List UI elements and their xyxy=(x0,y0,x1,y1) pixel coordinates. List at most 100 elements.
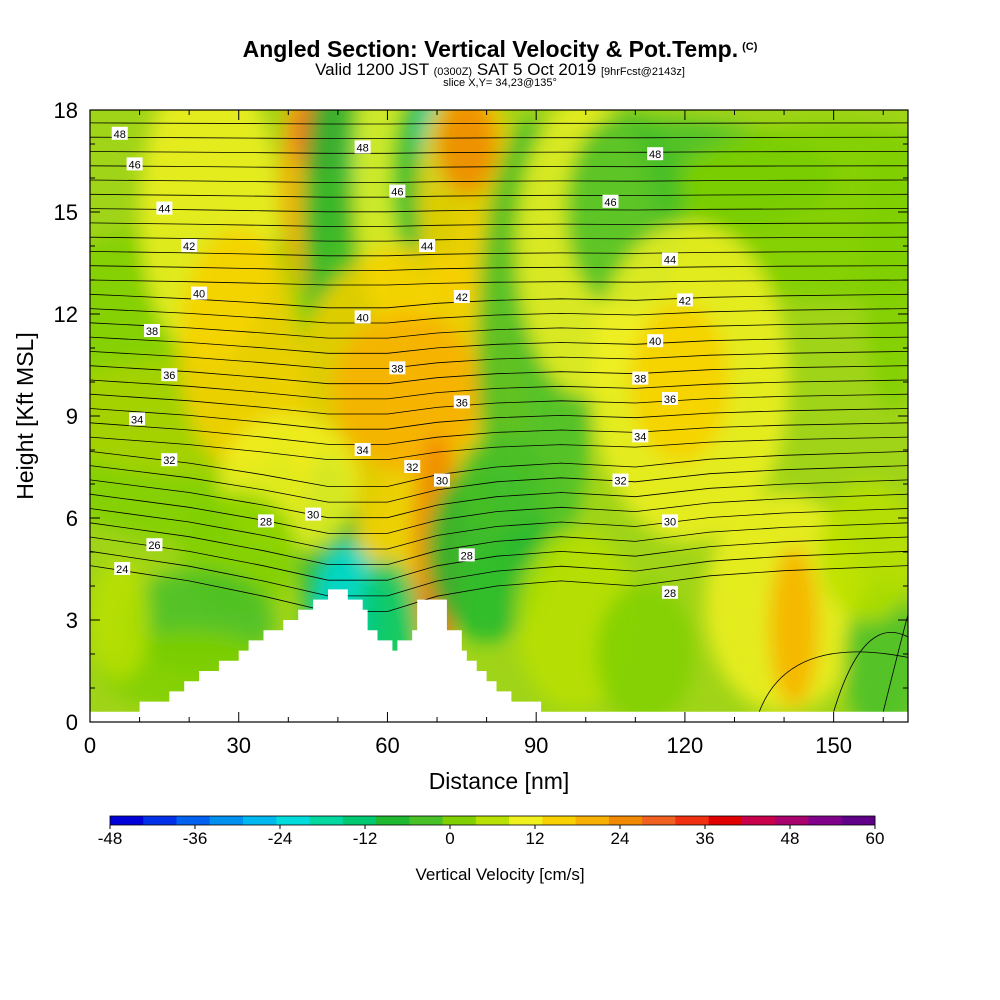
contour-label-text: 34 xyxy=(357,445,369,457)
colorbar-label: 48 xyxy=(781,829,800,848)
contour-label-text: 42 xyxy=(679,295,691,307)
isotherm-line xyxy=(90,236,908,242)
contour-label: 46 xyxy=(389,184,406,199)
colorbar-swatch xyxy=(143,816,177,825)
terrain xyxy=(90,589,908,722)
contour-label-bg xyxy=(602,194,619,208)
colorbar-label: 12 xyxy=(526,829,545,848)
contour-label: 48 xyxy=(111,126,128,141)
isotherm-line xyxy=(90,522,908,565)
isotherm-line xyxy=(90,408,908,430)
y-tick-label: 9 xyxy=(66,404,78,429)
contour-label-bg xyxy=(305,507,322,521)
contour-label: 28 xyxy=(662,585,679,600)
isotherm-line-low-2 xyxy=(882,613,908,712)
velocity-shade-29 xyxy=(456,434,547,534)
colorbar-swatch xyxy=(808,816,843,825)
contour-label-text: 28 xyxy=(461,550,473,562)
contour-label-text: 46 xyxy=(128,159,140,171)
colorbar-label: 60 xyxy=(866,829,885,848)
y-tick-label: 12 xyxy=(54,302,78,327)
contour-label-text: 46 xyxy=(604,197,616,209)
isotherm-line xyxy=(90,465,908,503)
contour-label-text: 34 xyxy=(131,414,143,426)
contour-label: 48 xyxy=(647,147,664,161)
contour-label: 40 xyxy=(354,310,371,324)
contour-label-text: 32 xyxy=(406,462,418,474)
contour-label-bg xyxy=(354,310,371,324)
isotherm-line xyxy=(90,422,908,445)
contour-label: 36 xyxy=(453,395,470,409)
colorbar-swatch xyxy=(509,816,543,825)
contour-label-bg xyxy=(404,460,421,473)
contour-label-text: 42 xyxy=(456,292,468,304)
isotherm-line xyxy=(90,193,908,198)
contour-label-text: 40 xyxy=(649,336,661,348)
contour-label-text: 32 xyxy=(163,455,175,467)
contour-label-text: 28 xyxy=(260,516,272,528)
forecast-info: [9hrFcst@2143z] xyxy=(600,66,685,78)
contour-label: 28 xyxy=(458,548,475,562)
isotherm-line xyxy=(90,336,908,354)
valid-time: Valid 1200 JST xyxy=(315,60,429,79)
contour-label-text: 36 xyxy=(456,397,468,409)
colorbar-swatch xyxy=(575,816,610,825)
isotherm-line-low-0 xyxy=(758,651,908,712)
contour-label: 44 xyxy=(419,239,436,253)
contour-label: 34 xyxy=(129,412,146,426)
contour-label: 40 xyxy=(191,286,208,301)
isotherm-line xyxy=(90,222,908,227)
colorbar-label: -24 xyxy=(268,829,293,848)
colorbar: -48 -36 -24 -12 0 12 24 36 48 60 xyxy=(98,815,885,848)
contour-label-text: 40 xyxy=(193,289,205,301)
contour-label: 42 xyxy=(676,293,693,307)
valid-date: SAT 5 Oct 2019 xyxy=(476,60,597,79)
contour-label-bg xyxy=(129,412,146,426)
contour-label-text: 32 xyxy=(614,476,626,488)
contour-label: 42 xyxy=(181,239,198,253)
colorbar-label: -12 xyxy=(353,829,378,848)
contour-label-bg xyxy=(191,286,208,300)
contour-label: 32 xyxy=(161,453,178,467)
x-axis: 0 30 60 90 120 150 xyxy=(84,110,884,758)
contour-label-bg xyxy=(257,514,274,528)
contour-label-bg xyxy=(143,324,160,337)
colorbar-label: 36 xyxy=(696,829,715,848)
contour-label-text: 30 xyxy=(307,510,319,522)
colorbar-swatch xyxy=(176,816,211,825)
isotherm-line xyxy=(90,550,908,597)
contour-label: 30 xyxy=(305,507,322,522)
contour-label-bg xyxy=(647,334,664,348)
x-tick-label: 150 xyxy=(815,733,852,758)
contour-label-text: 36 xyxy=(163,370,175,382)
contour-label-text: 44 xyxy=(421,241,433,253)
contour-label-text: 48 xyxy=(357,142,369,154)
isotherm-line xyxy=(90,322,908,339)
isotherm-line xyxy=(90,279,908,286)
contour-label: 46 xyxy=(126,157,143,171)
x-tick-label: 60 xyxy=(375,733,399,758)
isotherm-line xyxy=(90,365,908,385)
isotherm-line xyxy=(90,265,908,271)
colorbar-swatch xyxy=(243,816,277,825)
contour-label: 30 xyxy=(433,473,450,488)
isotherm-line xyxy=(90,351,908,369)
colorbar-swatch xyxy=(675,816,710,825)
contour-label-bg xyxy=(389,361,406,375)
contour-label: 46 xyxy=(602,194,619,209)
contour-label-bg xyxy=(676,293,693,307)
contour-label: 28 xyxy=(257,514,274,528)
potential-temperature-contours xyxy=(90,122,908,712)
colorbar-label: 0 xyxy=(445,829,454,848)
colorbar-label: -36 xyxy=(183,829,208,848)
velocity-shade-35 xyxy=(595,584,695,722)
isotherm-line xyxy=(90,508,908,550)
contour-label-text: 38 xyxy=(634,374,646,386)
isotherm-line xyxy=(90,493,908,534)
contour-label-bg xyxy=(632,429,649,443)
isotherm-line xyxy=(90,165,908,169)
contour-label-bg xyxy=(354,443,371,456)
x-tick-label: 120 xyxy=(667,733,704,758)
contour-label: 24 xyxy=(114,562,131,576)
